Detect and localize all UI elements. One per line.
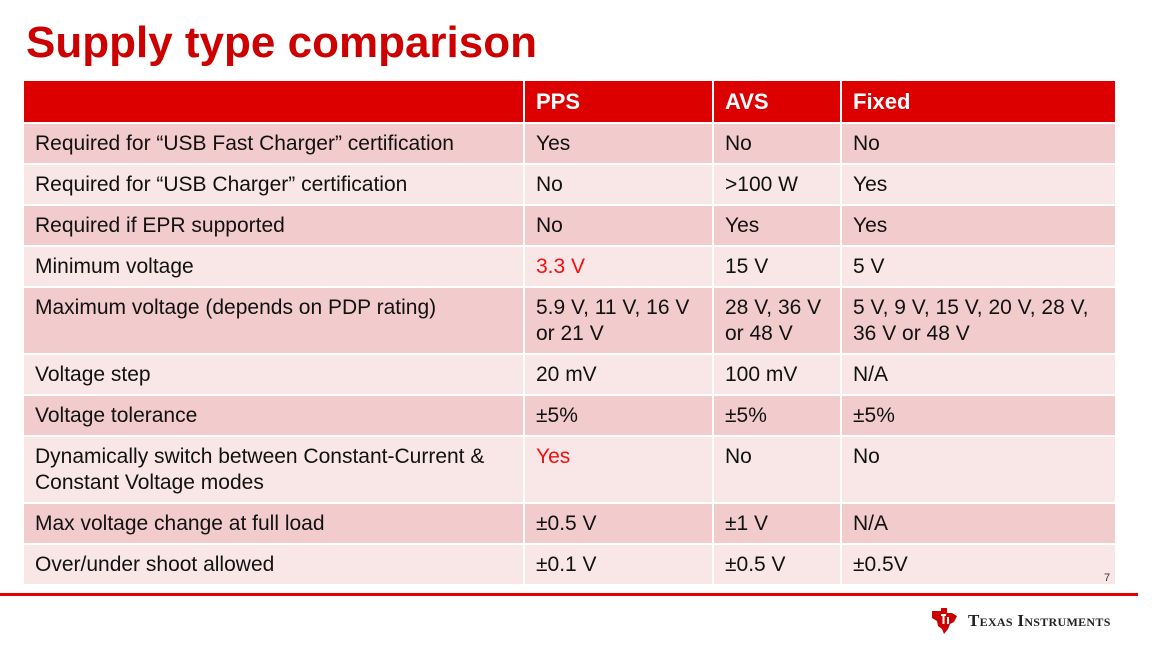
cell-pps: ±0.1 V: [523, 543, 714, 586]
cell-pps: No: [523, 204, 714, 247]
cell-fixed: No: [840, 122, 1117, 165]
cell-pps: 20 mV: [523, 353, 714, 396]
table-row: Dynamically switch between Constant-Curr…: [22, 435, 1117, 504]
cell-pps: ±5%: [523, 394, 714, 437]
table-row: Required for “USB Fast Charger” certific…: [22, 122, 1117, 165]
cell-pps: Yes: [523, 122, 714, 165]
header-pps: PPS: [523, 79, 714, 124]
comparison-table: PPS AVS Fixed Required for “USB Fast Cha…: [22, 79, 1117, 586]
cell-avs: ±5%: [712, 394, 842, 437]
table-row: Maximum voltage (depends on PDP rating) …: [22, 286, 1117, 355]
page-title: Supply type comparison: [26, 18, 537, 67]
cell-pps-highlight: 3.3 V: [523, 245, 714, 288]
table-header-row: PPS AVS Fixed: [22, 79, 1117, 124]
cell-fixed: 5 V: [840, 245, 1117, 288]
row-label: Voltage step: [22, 353, 525, 396]
table-row: Max voltage change at full load ±0.5 V ±…: [22, 502, 1117, 545]
table-row: Voltage step 20 mV 100 mV N/A: [22, 353, 1117, 396]
cell-avs: >100 W: [712, 163, 842, 206]
cell-fixed: Yes: [840, 163, 1117, 206]
cell-avs: No: [712, 122, 842, 165]
header-fixed: Fixed: [840, 79, 1117, 124]
footer-divider: [0, 593, 1138, 596]
cell-fixed: N/A: [840, 353, 1117, 396]
cell-avs: ±0.5 V: [712, 543, 842, 586]
row-label: Voltage tolerance: [22, 394, 525, 437]
cell-avs: No: [712, 435, 842, 504]
row-label: Over/under shoot allowed: [22, 543, 525, 586]
page-number: 7: [1104, 572, 1111, 584]
cell-fixed: ±0.5V: [840, 543, 1117, 586]
table-row: Over/under shoot allowed ±0.1 V ±0.5 V ±…: [22, 543, 1117, 586]
cell-avs: Yes: [712, 204, 842, 247]
cell-avs: 100 mV: [712, 353, 842, 396]
logo-text: Texas Instruments: [968, 611, 1111, 630]
cell-avs: ±1 V: [712, 502, 842, 545]
row-label: Required if EPR supported: [22, 204, 525, 247]
row-label: Dynamically switch between Constant-Curr…: [22, 435, 525, 504]
cell-pps: 5.9 V, 11 V, 16 V or 21 V: [523, 286, 714, 355]
table-row: Required if EPR supported No Yes Yes: [22, 204, 1117, 247]
table-row: Required for “USB Charger” certification…: [22, 163, 1117, 206]
cell-fixed: 5 V, 9 V, 15 V, 20 V, 28 V, 36 V or 48 V: [840, 286, 1117, 355]
row-label: Maximum voltage (depends on PDP rating): [22, 286, 525, 355]
header-avs: AVS: [712, 79, 842, 124]
header-empty: [22, 79, 525, 124]
cell-pps: No: [523, 163, 714, 206]
texas-instruments-logo-icon: [932, 608, 957, 634]
cell-fixed: N/A: [840, 502, 1117, 545]
cell-fixed: No: [840, 435, 1117, 504]
company-logo: Texas Instruments: [930, 607, 1111, 635]
cell-avs: 15 V: [712, 245, 842, 288]
row-label: Required for “USB Charger” certification: [22, 163, 525, 206]
table-row: Minimum voltage 3.3 V 15 V 5 V: [22, 245, 1117, 288]
cell-pps-highlight: Yes: [523, 435, 714, 504]
table-row: Voltage tolerance ±5% ±5% ±5%: [22, 394, 1117, 437]
row-label: Required for “USB Fast Charger” certific…: [22, 122, 525, 165]
row-label: Max voltage change at full load: [22, 502, 525, 545]
cell-fixed: ±5%: [840, 394, 1117, 437]
row-label: Minimum voltage: [22, 245, 525, 288]
cell-fixed: Yes: [840, 204, 1117, 247]
cell-pps: ±0.5 V: [523, 502, 714, 545]
cell-avs: 28 V, 36 V or 48 V: [712, 286, 842, 355]
